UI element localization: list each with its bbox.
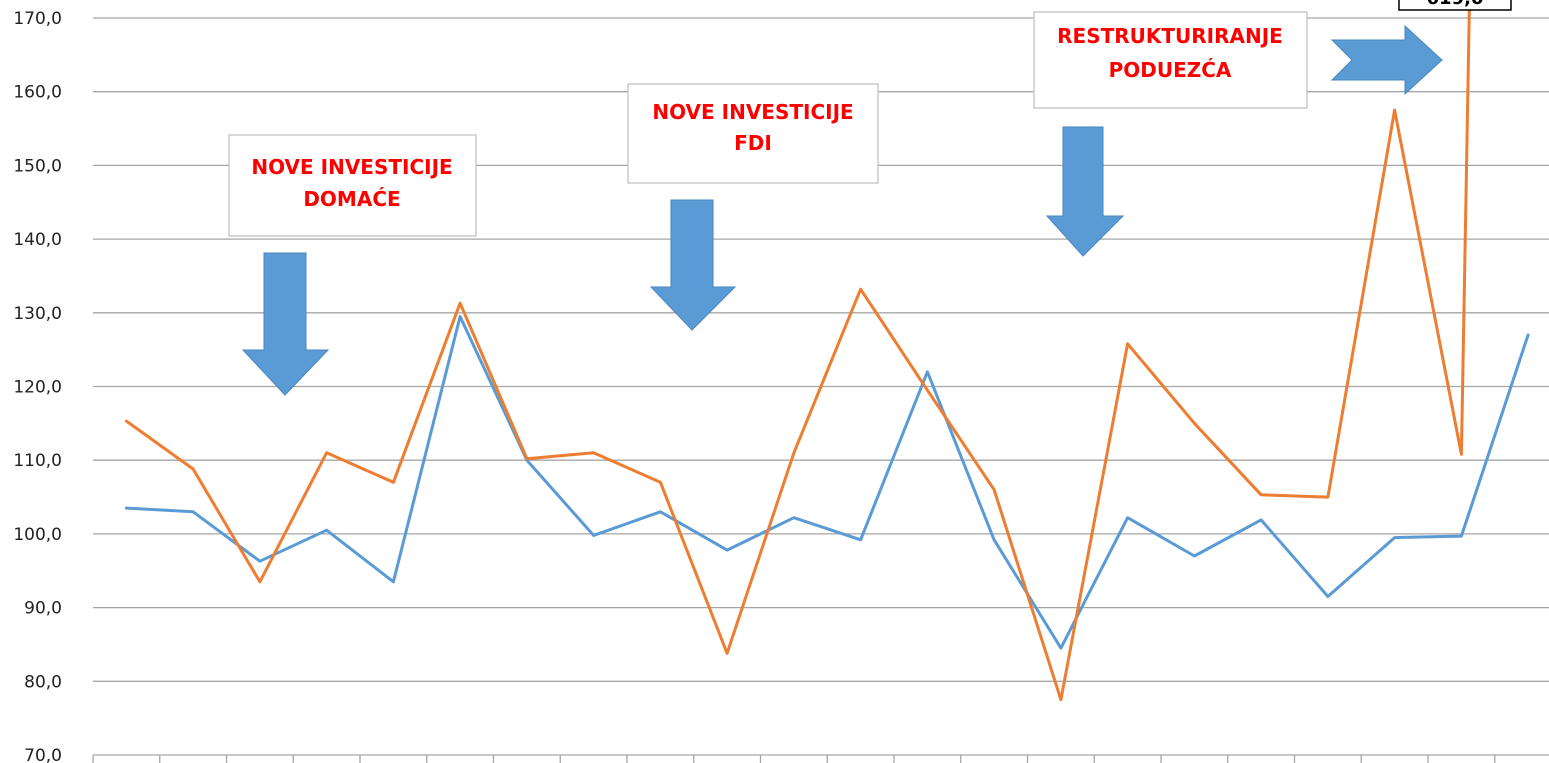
annotation-fdi-investment: NOVE INVESTICIJE FDI — [627, 83, 879, 184]
y-tick-label: 110,0 — [13, 451, 62, 471]
annotation-line-2: PODUEZĆA — [1109, 58, 1232, 82]
annotation-line-1: NOVE INVESTICIJE — [251, 155, 452, 179]
annotation-box — [627, 83, 879, 184]
annotation-box — [228, 134, 477, 237]
down-arrow-icon — [1045, 126, 1125, 257]
x-axis-ticks — [92, 755, 1496, 763]
y-tick-label: 90,0 — [24, 599, 62, 619]
y-tick-label: 100,0 — [13, 525, 62, 545]
data-label-text: 619,0 — [1427, 0, 1484, 9]
y-tick-label: 140,0 — [13, 230, 62, 250]
y-tick-label: 150,0 — [13, 156, 62, 176]
y-tick-label: 70,0 — [24, 746, 62, 763]
y-tick-label: 80,0 — [24, 672, 62, 692]
series-line-1 — [124, 315, 1530, 650]
y-tick-label: 130,0 — [13, 304, 62, 324]
y-tick-label: 120,0 — [13, 378, 62, 398]
data-label-box — [1398, 0, 1512, 11]
annotation-restructuring: RESTRUKTURIRANJE PODUEZĆA — [1033, 11, 1308, 109]
right-arrow-icon — [1330, 24, 1443, 96]
y-tick-label: 160,0 — [13, 83, 62, 103]
y-axis: 70,0 80,0 90,0 100,0 110,0 120,0 130,0 140,0 150… — [13, 9, 62, 763]
down-arrow-icon — [241, 252, 330, 396]
y-tick-label: 170,0 — [13, 9, 62, 29]
annotation-box — [1033, 11, 1308, 109]
series-line-2 — [124, 0, 1471, 702]
series-lines — [124, 0, 1530, 702]
annotation-line-1: RESTRUKTURIRANJE — [1057, 24, 1283, 48]
annotation-line-2: DOMAĆE — [303, 187, 400, 211]
data-label-619: 619,0 — [1398, 0, 1512, 11]
down-arrow-icon — [649, 199, 737, 331]
annotation-domestic-investment: NOVE INVESTICIJE DOMAĆE — [228, 134, 477, 237]
annotation-line-2: FDI — [734, 131, 772, 155]
annotation-line-1: NOVE INVESTICIJE — [652, 100, 853, 124]
